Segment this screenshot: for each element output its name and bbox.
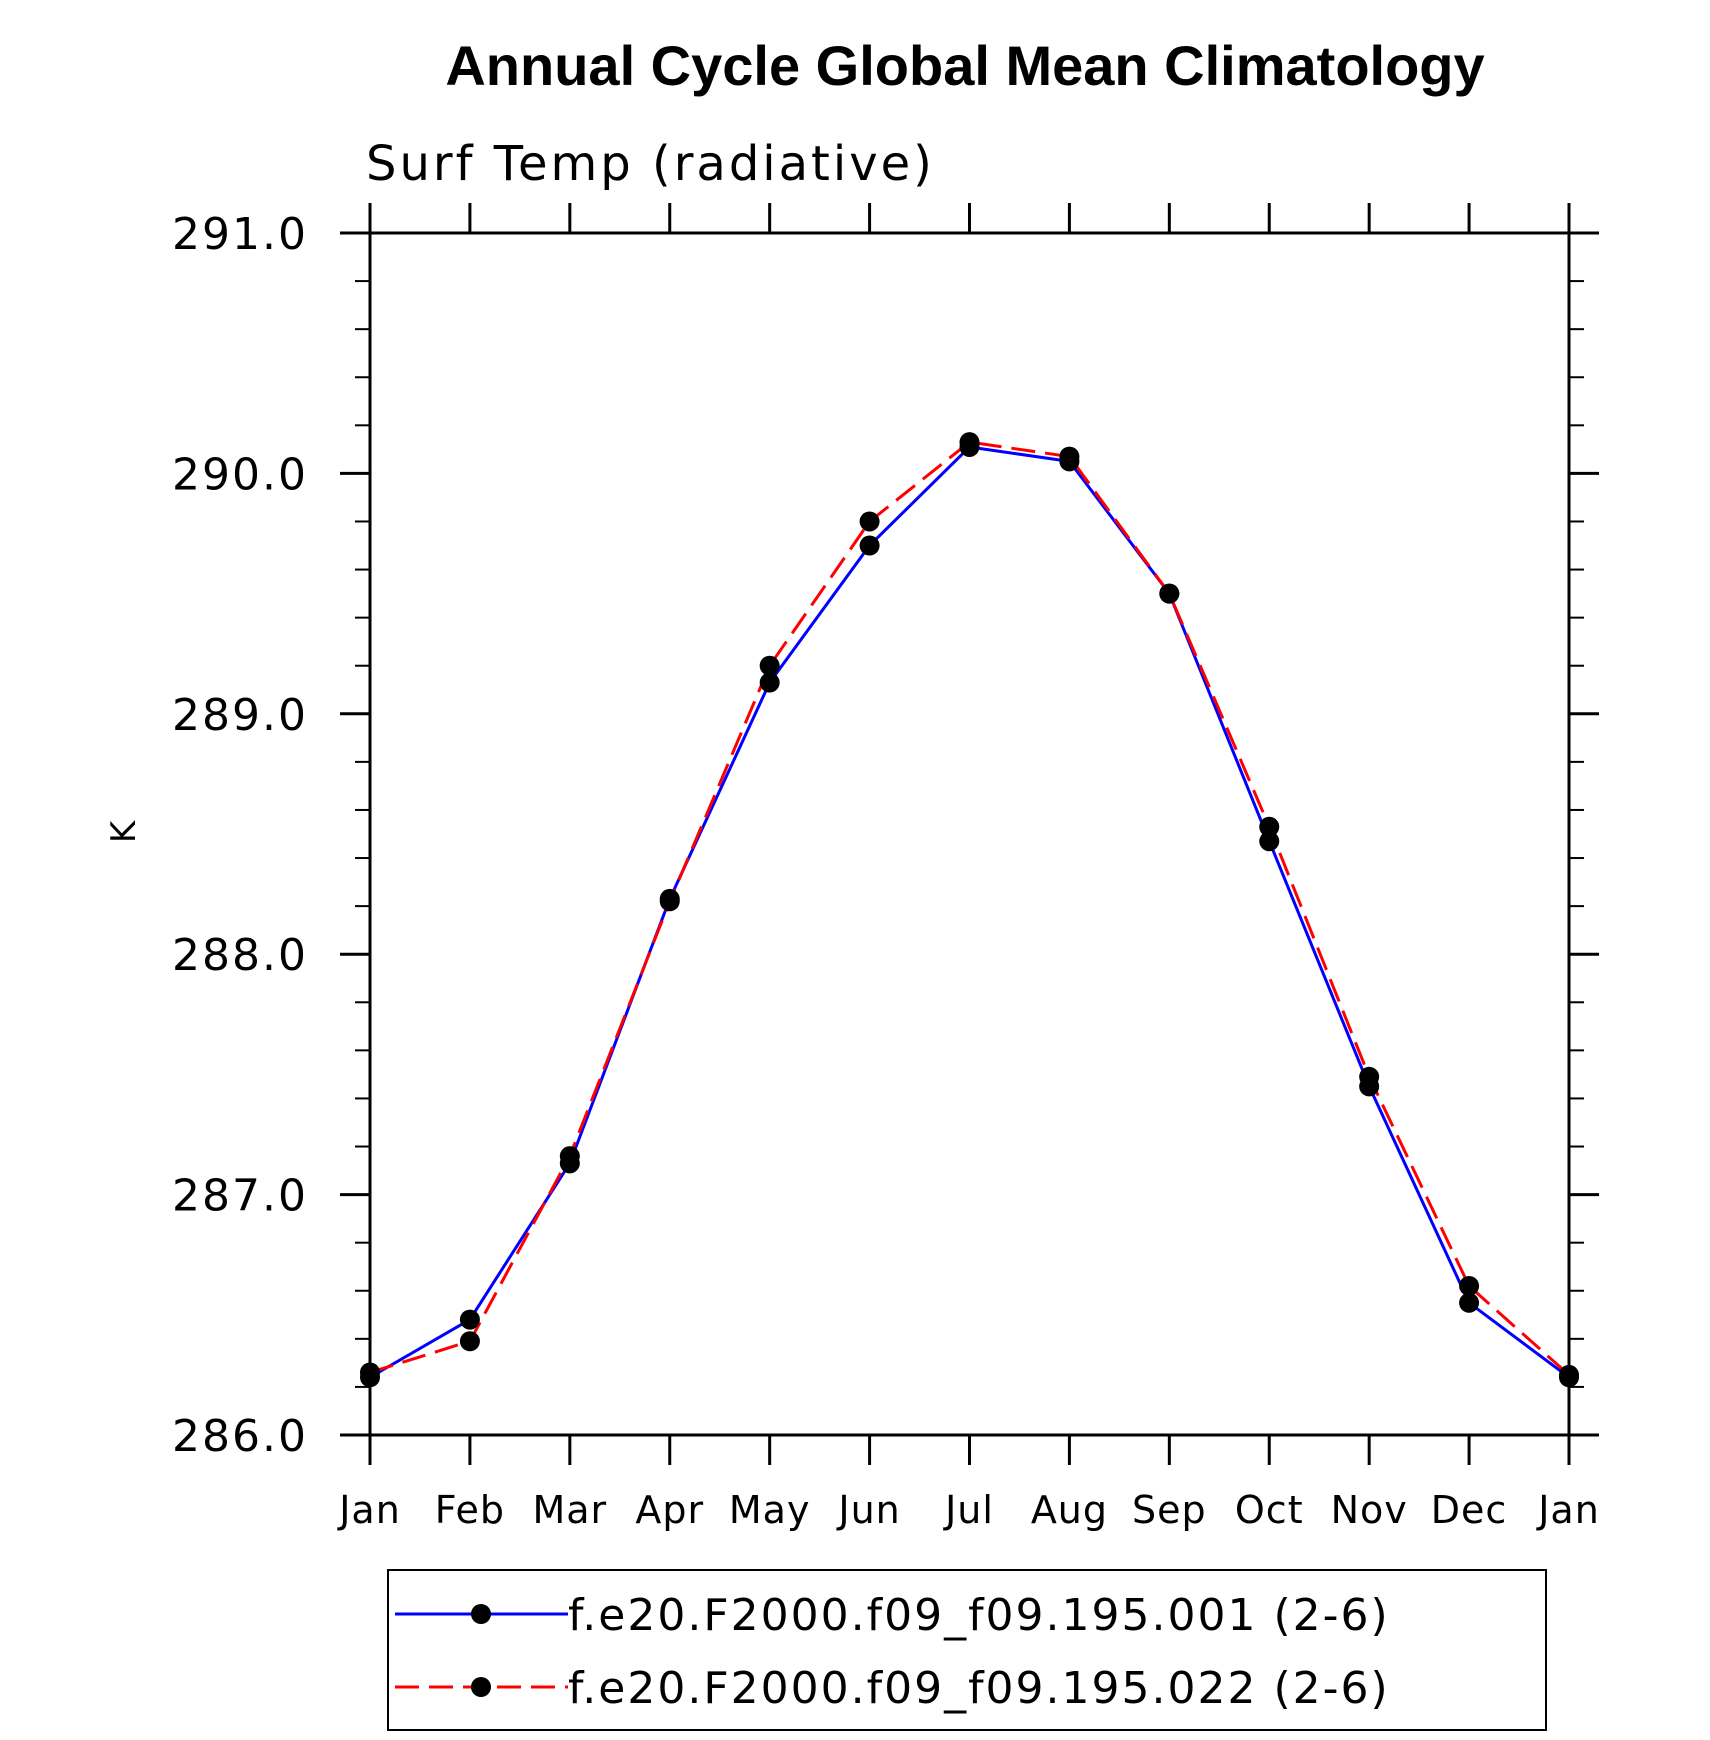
legend-box — [387, 1569, 1547, 1731]
series-point-2 — [1159, 583, 1180, 604]
y-tick-label: 286.0 — [172, 1411, 308, 1462]
series-point-2 — [1559, 1364, 1579, 1385]
series-point-1 — [759, 672, 780, 693]
series-point-1 — [859, 535, 880, 556]
series-point-2 — [459, 1331, 480, 1352]
chart-title: Annual Cycle Global Mean Climatology — [445, 34, 1484, 97]
y-tick-labels: 286.0 287.0 288.0 289.0 290.0 291.0 — [172, 209, 308, 1462]
axes — [340, 203, 1599, 1465]
x-tick-label: Oct — [1235, 1488, 1304, 1532]
x-tick-labels: Jan Feb Mar Apr May Jun Jul Aug Sep Oct Nov Dec Jan — [337, 1488, 1600, 1532]
series-point-2 — [1459, 1275, 1480, 1296]
x-tick-label: Mar — [532, 1488, 607, 1532]
x-tick-label: Feb — [435, 1488, 505, 1532]
y-tick-label: 289.0 — [172, 690, 308, 741]
x-tick-label: Jun — [836, 1488, 900, 1532]
series-point-2 — [1359, 1066, 1380, 1087]
series-lines — [369, 440, 1570, 1379]
legend-label-series-2: f.e20.F2000.f09_f09.195.022 (2-6) — [568, 1663, 1390, 1714]
series-point-2 — [360, 1362, 380, 1383]
y-tick-label: 287.0 — [172, 1171, 308, 1222]
series-point-2 — [859, 511, 880, 532]
x-tick-label: Aug — [1031, 1488, 1108, 1532]
series-point-2 — [659, 891, 680, 912]
x-tick-label: Jan — [1536, 1488, 1600, 1532]
y-axis-label: K — [104, 819, 144, 843]
series-point-2 — [1059, 446, 1080, 467]
y-tick-label: 288.0 — [172, 930, 308, 981]
series-point-1 — [459, 1309, 480, 1330]
y-tick-label: 291.0 — [172, 209, 308, 260]
legend: f.e20.F2000.f09_f09.195.001 (2-6) f.e20.… — [387, 1569, 1547, 1731]
x-tick-label: May — [729, 1488, 811, 1532]
series-point-1 — [1259, 831, 1280, 852]
series-point-2 — [559, 1146, 580, 1167]
legend-marker-series-2 — [471, 1677, 491, 1697]
series-point-1 — [1459, 1292, 1480, 1313]
plot-frame — [368, 231, 1571, 1437]
series-point-2 — [759, 655, 780, 676]
y-tick-label: 290.0 — [172, 449, 308, 500]
x-tick-label: Jul — [943, 1488, 994, 1532]
x-tick-label: Jan — [337, 1488, 401, 1532]
series-points — [360, 432, 1579, 1388]
series-line-1 — [369, 445, 1570, 1379]
legend-marker-series-1 — [471, 1604, 491, 1624]
legend-label-series-1: f.e20.F2000.f09_f09.195.001 (2-6) — [568, 1590, 1390, 1641]
x-tick-label: Dec — [1431, 1488, 1508, 1532]
x-tick-label: Sep — [1132, 1488, 1207, 1532]
series-point-2 — [1259, 816, 1280, 837]
x-tick-label: Apr — [635, 1488, 704, 1532]
x-tick-label: Nov — [1331, 1488, 1408, 1532]
series-point-2 — [959, 432, 980, 453]
chart-subtitle: Surf Temp (radiative) — [366, 136, 935, 192]
series-line-2 — [369, 440, 1570, 1377]
